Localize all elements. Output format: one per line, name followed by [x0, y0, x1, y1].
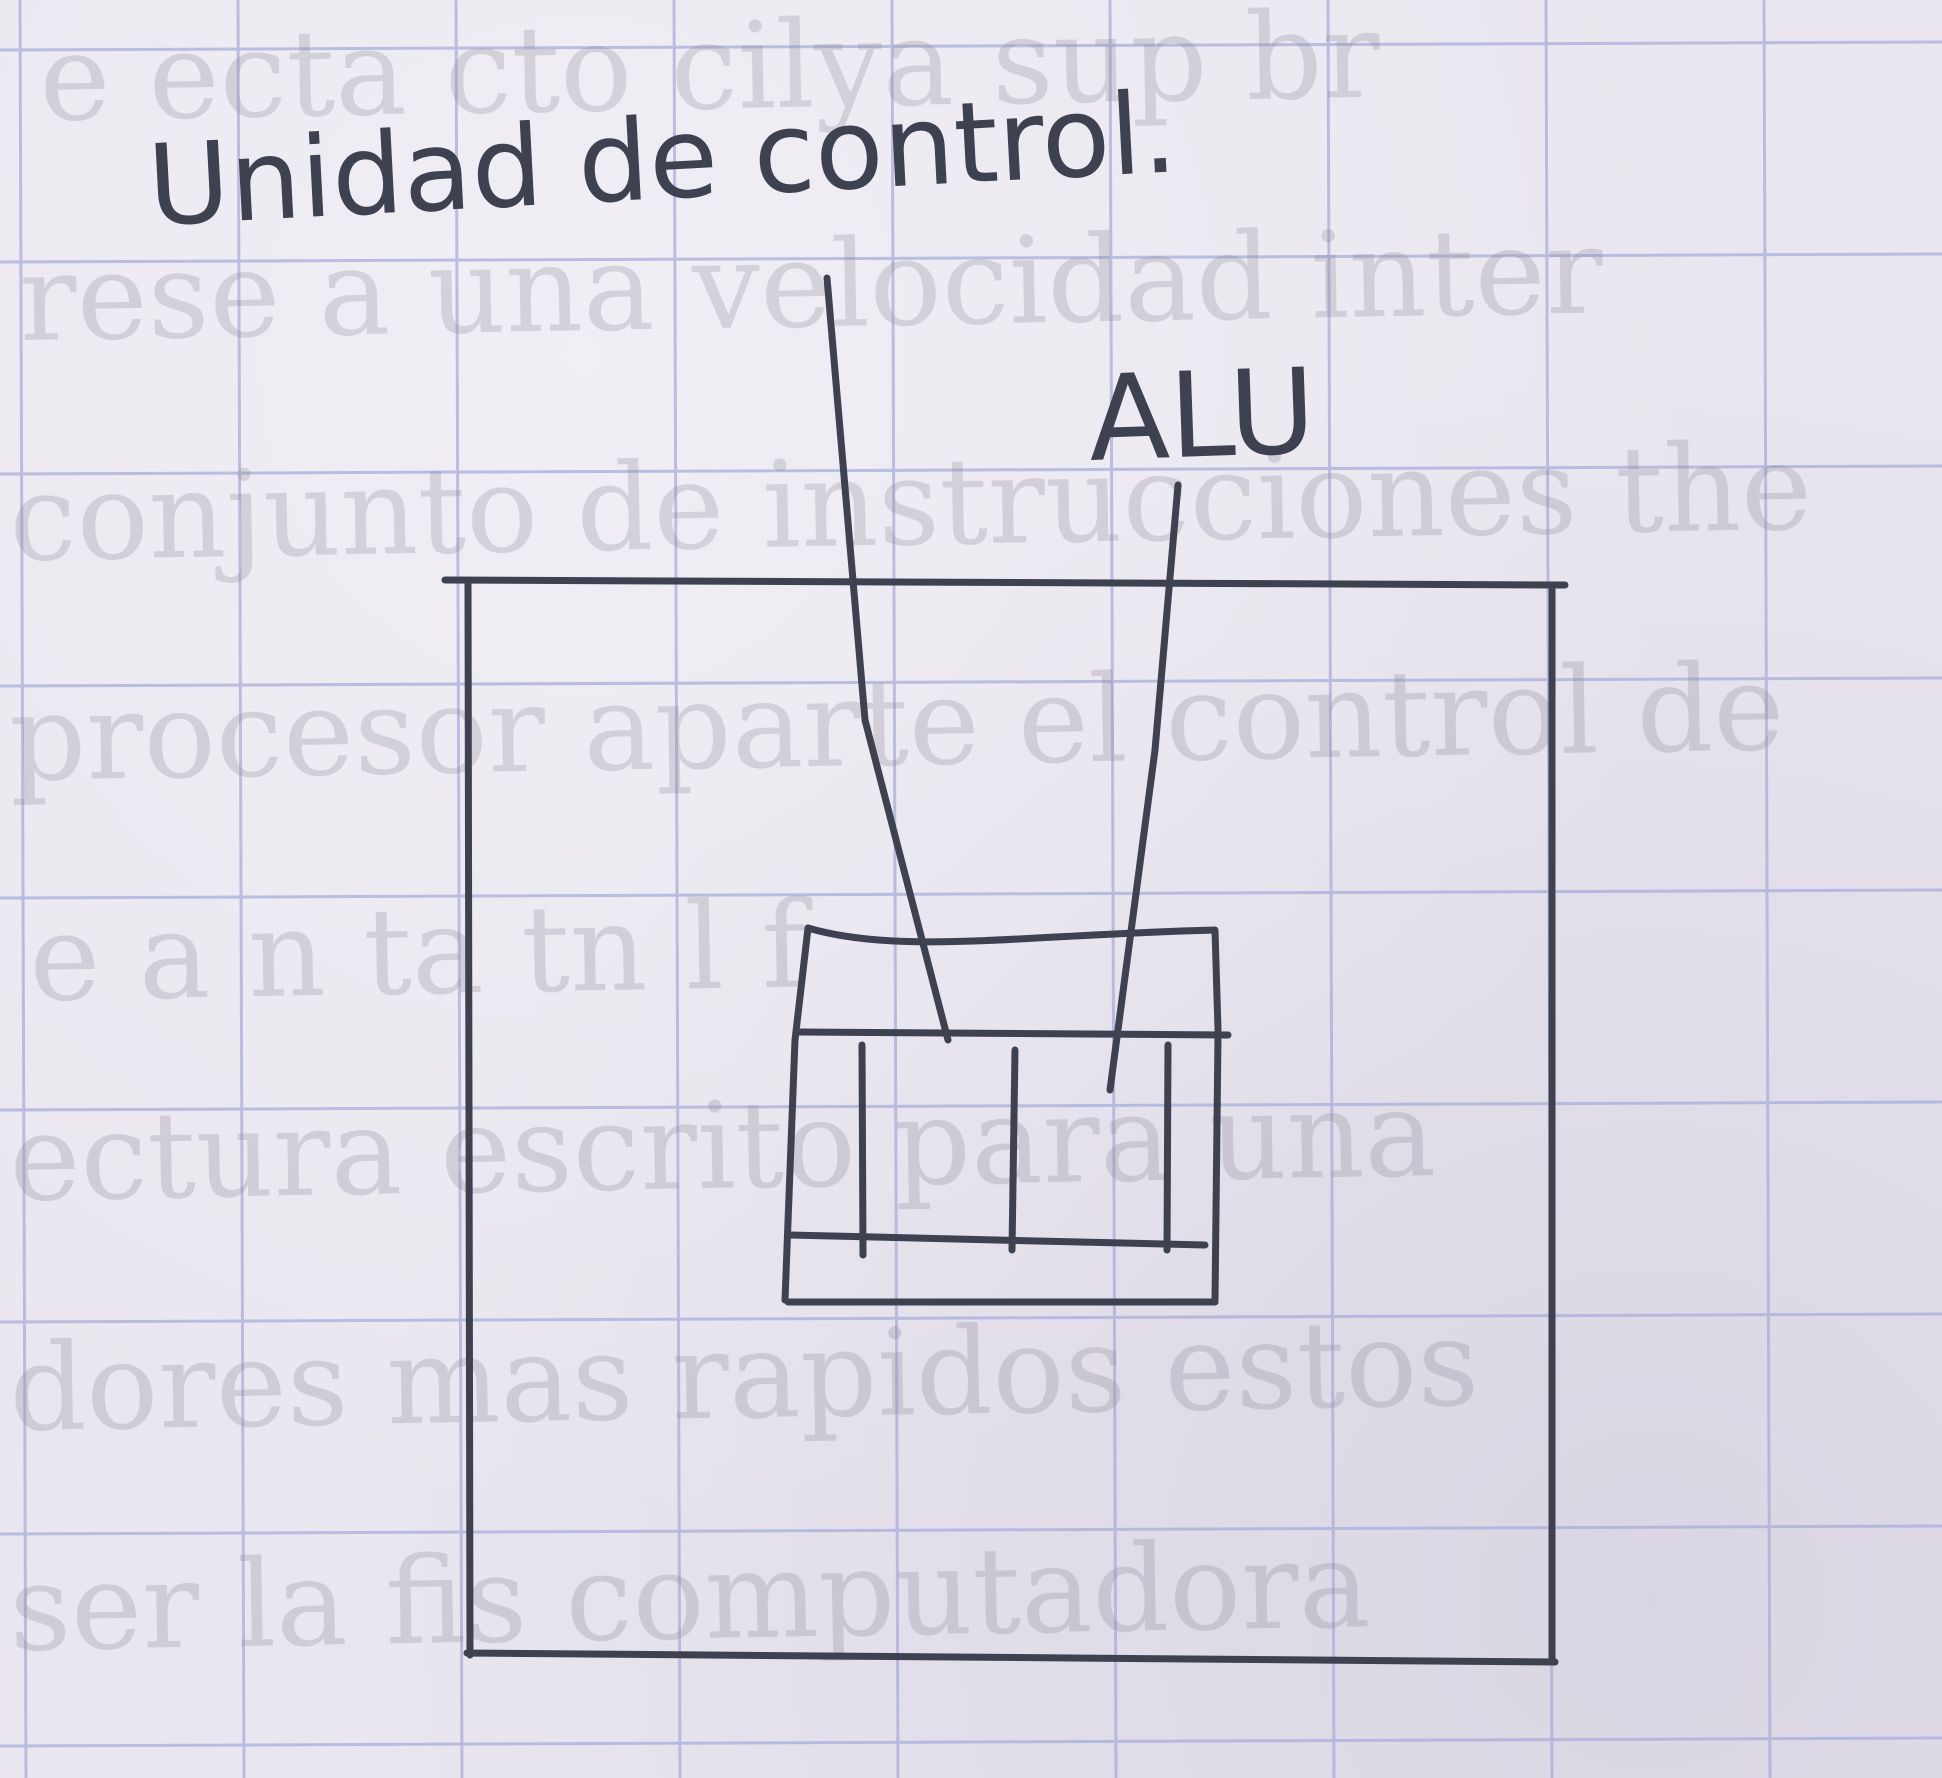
grid-line-vertical — [1326, 0, 1336, 1778]
alu-label: ALU — [1086, 342, 1318, 488]
grid-line-vertical — [454, 0, 464, 1778]
grid-line-horizontal — [0, 40, 1942, 52]
grid-line-horizontal — [0, 1100, 1942, 1112]
inner-block-top — [804, 924, 1222, 1034]
grid-line-vertical — [890, 0, 900, 1778]
svg-text:e a n ta tn l f: e a n ta tn l f — [28, 876, 815, 1029]
inner-block-left-edge — [781, 924, 812, 1304]
svg-text:ectura escrito para una: ectura escrito para una — [8, 1065, 1437, 1229]
grid-line-vertical — [236, 0, 246, 1778]
alu-pointer-line — [1106, 481, 1182, 1094]
grid-line-horizontal — [0, 464, 1942, 476]
svg-text:conjunto de instrucciones the: conjunto de instrucciones the — [8, 419, 1813, 589]
grid-line-vertical — [1108, 0, 1118, 1778]
grid-line-horizontal — [0, 888, 1942, 900]
inner-block-column-3 — [1163, 1041, 1172, 1254]
grid-line-horizontal — [0, 1312, 1942, 1324]
inner-block-divider-top — [794, 1028, 1232, 1039]
svg-text:rese a una velocidad inter: rese a una velocidad inter — [18, 202, 1604, 369]
grid-line-vertical — [18, 0, 28, 1778]
inner-block-divider-bottom — [786, 1231, 1209, 1249]
svg-text:e ecta cto cilya sup b: e ecta cto cilya sup br — [38, 0, 1381, 149]
grid-line-vertical — [1762, 0, 1772, 1778]
grid-line-vertical — [672, 0, 682, 1778]
svg-text:dores mas rapidos estos: dores mas rapidos estos — [8, 1294, 1480, 1459]
grid-line-horizontal — [0, 252, 1942, 264]
outer-box — [441, 576, 1569, 1666]
grid-line-horizontal — [0, 676, 1942, 688]
inner-block-column-2 — [1008, 1046, 1019, 1254]
control-unit-label: Unidad de control. — [145, 68, 1180, 252]
svg-text:procesor aparte el control: procesor aparte el control de — [8, 639, 1785, 809]
control-unit-pointer-line — [823, 274, 952, 1044]
inner-block-right-edge — [1211, 1031, 1222, 1304]
grid-line-horizontal — [0, 1736, 1942, 1748]
inner-block-column-1 — [858, 1041, 867, 1259]
grid-line-horizontal — [0, 1524, 1942, 1536]
